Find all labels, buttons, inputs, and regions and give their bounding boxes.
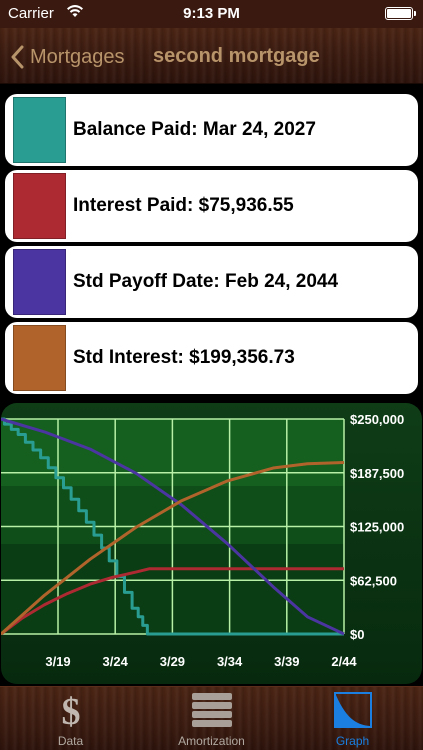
y-tick-label: $187,500 xyxy=(350,466,404,481)
std-payoff-date-card: Std Payoff Date: Feb 24, 2044 xyxy=(5,246,418,318)
x-tick-label: 3/19 xyxy=(45,654,70,669)
stack-icon xyxy=(190,691,234,734)
svg-text:$: $ xyxy=(61,691,80,729)
std-payoff-date-label: Std Payoff Date: Feb 24, 2044 xyxy=(73,271,339,292)
std-interest-card: Std Interest: $199,356.73 xyxy=(5,322,418,394)
balance-paid-label: Balance Paid: Mar 24, 2027 xyxy=(73,119,316,140)
series-line xyxy=(1,417,345,636)
color-swatch xyxy=(13,249,66,315)
x-tick-label: 3/34 xyxy=(217,654,243,669)
tab-amortization-label: Amortization xyxy=(178,734,245,748)
y-tick-label: $0 xyxy=(350,627,364,642)
chevron-left-icon xyxy=(11,45,24,69)
tab-bar: $ Data Amortization Graph xyxy=(0,686,423,750)
y-tick-label: $125,000 xyxy=(350,520,404,535)
clock-label: 9:13 PM xyxy=(183,5,240,22)
x-tick-label: 2/44 xyxy=(331,654,357,669)
back-button[interactable]: Mortgages xyxy=(10,42,125,72)
x-tick-label: 3/29 xyxy=(160,654,185,669)
tab-data-label: Data xyxy=(57,734,84,748)
series-line xyxy=(1,417,344,636)
tab-data[interactable]: $ Data xyxy=(0,687,141,750)
balance-paid-card: Balance Paid: Mar 24, 2027 xyxy=(5,94,418,166)
color-swatch xyxy=(13,325,66,391)
chart-canvas: 3/19 3/24 3/29 3/34 3/39 2/44 $250,000 $187,500… xyxy=(1,412,404,669)
series-line xyxy=(1,461,345,636)
status-bar: Carrier 9:13 PM xyxy=(0,0,423,28)
tab-graph-label: Graph xyxy=(335,734,370,748)
dollar-icon: $ xyxy=(56,691,86,734)
color-swatch xyxy=(13,97,66,163)
tab-amortization[interactable]: Amortization xyxy=(141,687,282,750)
y-tick-label: $250,000 xyxy=(350,412,404,427)
color-swatch xyxy=(13,173,66,239)
carrier-label: Carrier xyxy=(8,5,54,22)
y-tick-label: $62,500 xyxy=(350,573,397,588)
x-tick-label: 3/39 xyxy=(274,654,299,669)
interest-paid-label: Interest Paid: $75,936.55 xyxy=(73,195,294,216)
page-title: second mortgage xyxy=(153,45,320,67)
wifi-icon xyxy=(66,4,84,22)
back-button-label: Mortgages xyxy=(30,45,125,68)
std-interest-label: Std Interest: $199,356.73 xyxy=(73,347,295,368)
navigation-bar: Mortgages second mortgage xyxy=(0,28,423,84)
mortgage-graph: 3/19 3/24 3/29 3/34 3/39 2/44 $250,000 $187,500… xyxy=(1,403,422,684)
graph-icon xyxy=(333,691,373,734)
battery-icon xyxy=(385,7,416,20)
x-tick-label: 3/24 xyxy=(103,654,129,669)
interest-paid-card: Interest Paid: $75,936.55 xyxy=(5,170,418,242)
tab-graph[interactable]: Graph xyxy=(282,687,423,750)
series-line xyxy=(1,567,344,636)
